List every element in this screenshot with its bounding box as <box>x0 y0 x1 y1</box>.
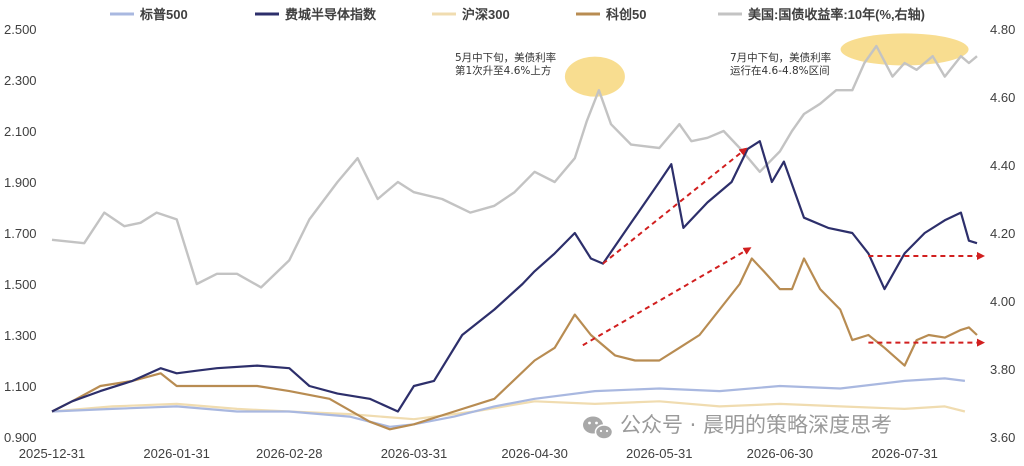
series-line-1 <box>51 140 978 413</box>
y-left-tick-0: 0.900 <box>4 430 37 445</box>
series-line-4 <box>51 44 978 289</box>
series-line-3 <box>51 257 978 431</box>
y-right-tick-3: 4.20 <box>990 226 1015 241</box>
y-right-tick-6: 4.80 <box>990 22 1015 37</box>
y-left-tick-8: 2.500 <box>4 22 37 37</box>
annotation-1-line-0: 7月中下旬，美债利率 <box>730 51 831 64</box>
x-tick-4: 2026-04-30 <box>501 446 568 461</box>
y-left-tick-1: 1.100 <box>4 379 37 394</box>
y-left-tick-3: 1.500 <box>4 277 37 292</box>
y-right-tick-5: 4.60 <box>990 90 1015 105</box>
x-tick-5: 2026-05-31 <box>626 446 693 461</box>
y-left-tick-6: 2.100 <box>4 124 37 139</box>
x-tick-3: 2026-03-31 <box>381 446 448 461</box>
y-right-tick-labels: 3.60 3.80 4.00 4.20 4.40 4.60 4.80 <box>990 22 1015 445</box>
y-right-tick-0: 3.60 <box>990 430 1015 445</box>
x-tick-7: 2026-07-31 <box>871 446 938 461</box>
y-left-tick-labels: 0.900 1.100 1.300 1.500 1.700 1.900 2.100 2.300… <box>4 22 37 445</box>
watermark-text: 公众号 · 晨明的策略深度思考 <box>620 413 892 437</box>
x-tick-1: 2026-01-31 <box>143 446 210 461</box>
annotation-0-line-1: 第1次升至4.6%上方 <box>455 64 551 77</box>
legend-label-0: 标普500 <box>139 7 188 22</box>
y-left-tick-7: 2.300 <box>4 73 37 88</box>
trend-arrows <box>582 147 985 347</box>
legend: 标普500 费城半导体指数 沪深300 科创50 美国:国债收益率:10年(%,右轴) <box>110 7 925 22</box>
series-layer <box>51 44 978 431</box>
x-tick-2: 2026-02-28 <box>256 446 323 461</box>
trend-arrow-0 <box>602 147 748 265</box>
y-left-tick-2: 1.300 <box>4 328 37 343</box>
x-tick-0: 2025-12-31 <box>19 446 86 461</box>
legend-label-3: 科创50 <box>606 7 646 22</box>
wechat-icon <box>583 416 614 440</box>
highlight-ellipse-july <box>840 33 969 66</box>
highlight-ellipse-may <box>564 56 625 97</box>
y-right-tick-4: 4.40 <box>990 158 1015 173</box>
x-tick-6: 2026-06-30 <box>747 446 814 461</box>
legend-label-4: 美国:国债收益率:10年(%,右轴) <box>748 7 925 22</box>
annotation-0-line-0: 5月中下旬，美债利率 <box>455 51 556 64</box>
series-line-2 <box>51 400 966 421</box>
legend-label-2: 沪深300 <box>462 7 510 22</box>
x-tick-labels: 2025-12-31 2026-01-31 2026-02-28 2026-03-31… <box>19 446 938 461</box>
highlight-ellipses <box>564 33 969 97</box>
annotation-1-line-1: 运行在4.6-4.8%区间 <box>730 64 830 77</box>
y-right-tick-2: 4.00 <box>990 294 1015 309</box>
y-left-tick-4: 1.700 <box>4 226 37 241</box>
watermark: 公众号 · 晨明的策略深度思考 <box>583 413 892 440</box>
trend-arrow-1 <box>582 247 752 347</box>
legend-label-1: 费城半导体指数 <box>285 7 377 22</box>
series-line-0 <box>51 377 966 428</box>
y-right-tick-1: 3.80 <box>990 362 1015 377</box>
y-left-tick-5: 1.900 <box>4 175 37 190</box>
